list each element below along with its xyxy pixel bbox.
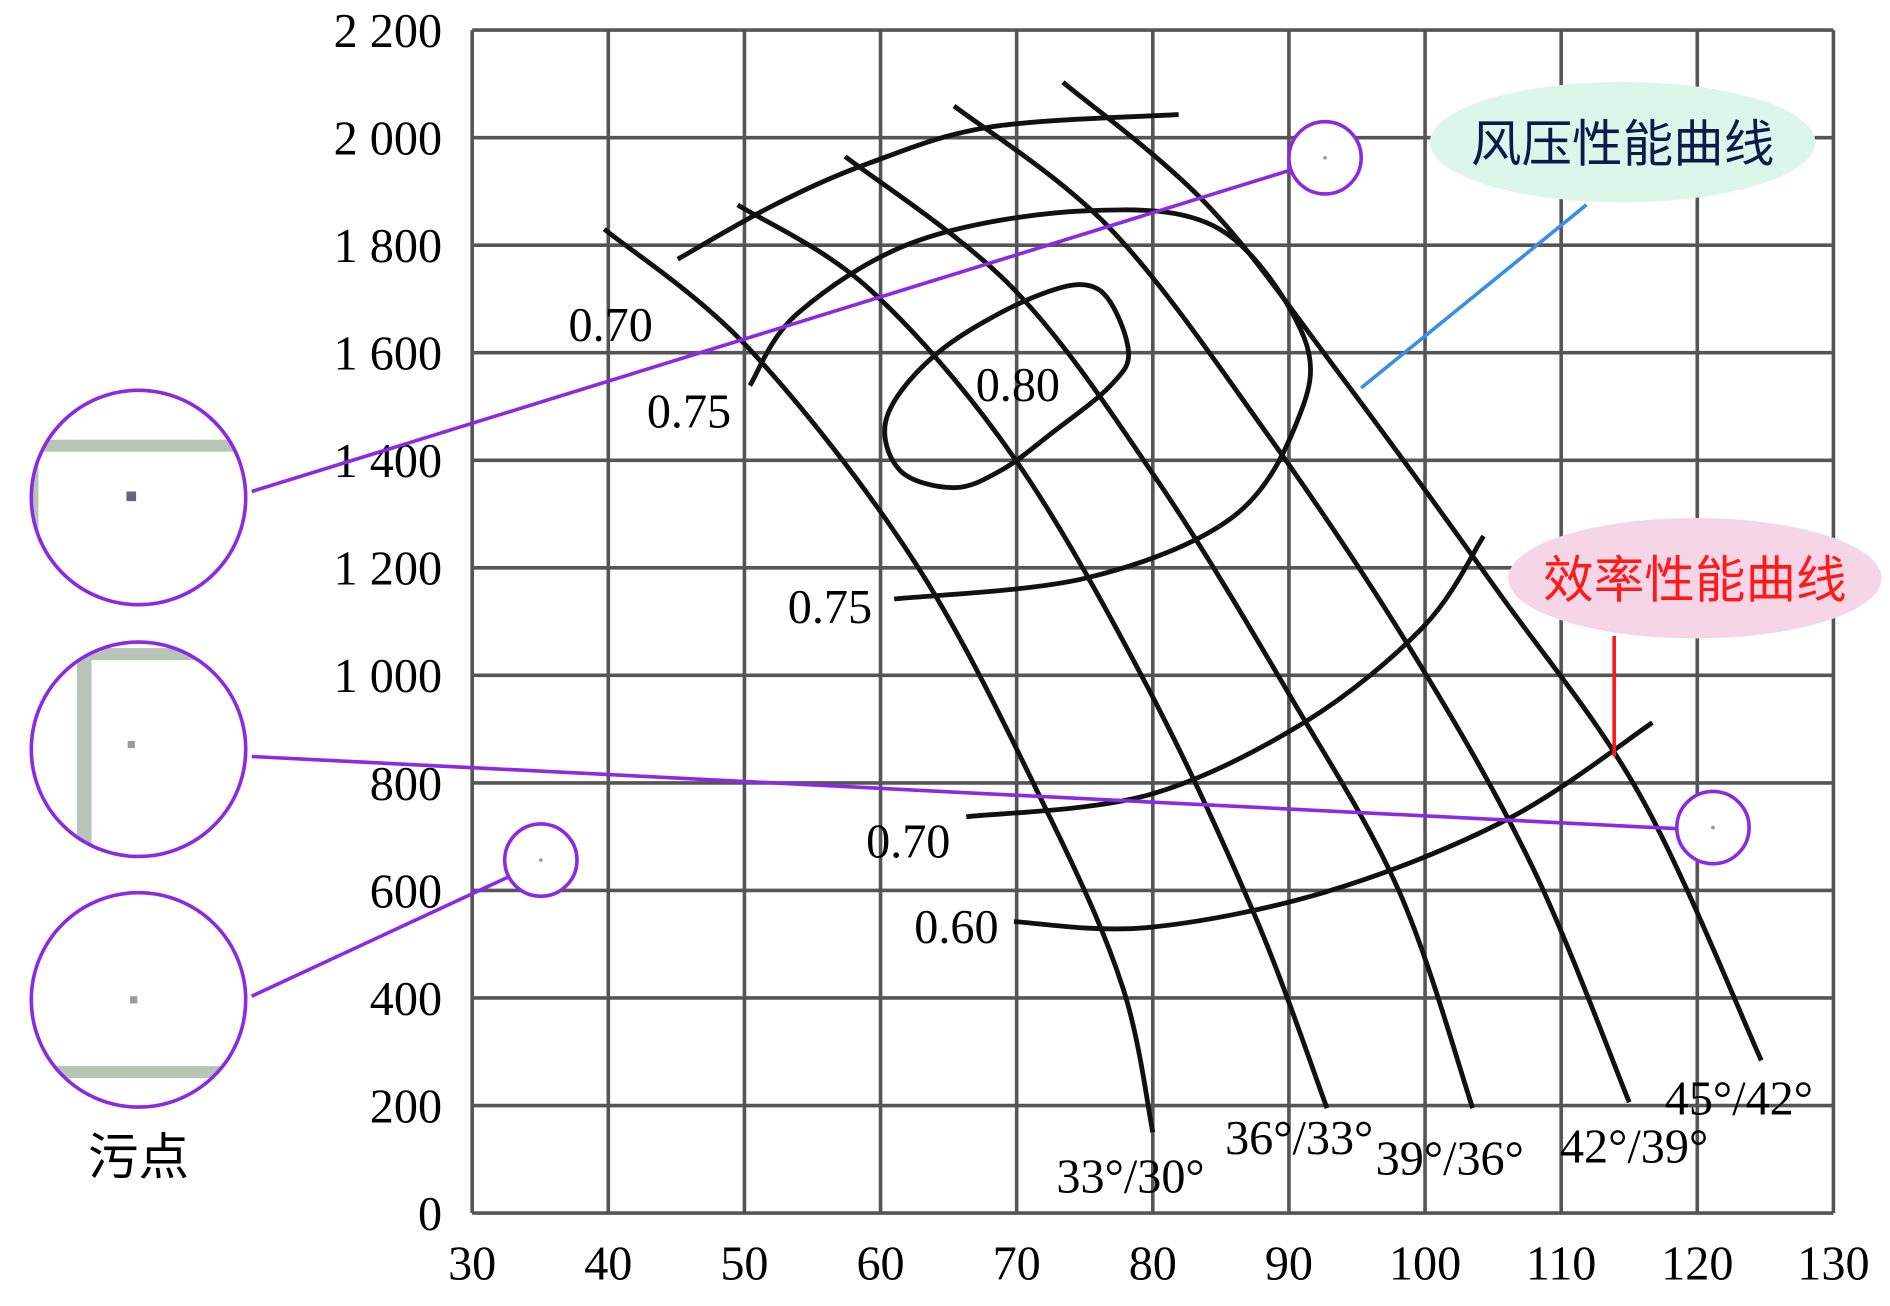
pressure-callout-bubble — [1429, 81, 1816, 203]
x-tick-label: 80 — [1129, 1237, 1177, 1290]
y-tick-label: 400 — [370, 973, 442, 1026]
efficiency-callout-text: 效率性能曲线 — [1543, 550, 1846, 609]
y-tick-label: 200 — [370, 1080, 442, 1133]
efficiency-label: 0.70 — [866, 816, 950, 869]
y-tick-label: 2 200 — [334, 5, 442, 58]
dust-label: 污点 — [88, 1128, 189, 1187]
pressure-curve-label: 42°/39° — [1560, 1120, 1708, 1173]
dust-dot — [539, 858, 543, 862]
x-tick-label: 30 — [448, 1237, 496, 1290]
x-tick-label: 110 — [1526, 1237, 1596, 1290]
y-tick-label: 2 000 — [334, 113, 442, 166]
x-tick-label: 120 — [1661, 1237, 1733, 1290]
x-tick-label: 50 — [720, 1237, 768, 1290]
y-tick-label: 1 000 — [334, 650, 442, 703]
pressure-callout-pointer — [1360, 203, 1588, 390]
magnified-view-3 — [29, 890, 248, 1109]
y-tick-label: 1 200 — [334, 543, 442, 596]
efficiency-curve — [747, 207, 1313, 602]
efficiency-label: 0.80 — [976, 359, 1060, 412]
pressure-curve — [736, 202, 1330, 1110]
efficiency-label: 0.70 — [569, 299, 653, 352]
pressure-curve — [843, 154, 1475, 1109]
pressure-callout-text: 风压性能曲线 — [1471, 114, 1774, 173]
x-tick-label: 130 — [1797, 1237, 1869, 1290]
efficiency-label: 0.75 — [788, 581, 872, 634]
y-tick-label: 1 600 — [334, 328, 442, 381]
x-tick-label: 100 — [1389, 1237, 1461, 1290]
curves — [602, 80, 1764, 1133]
pressure-curve-label: 39°/36° — [1376, 1133, 1524, 1186]
pressure-curve-label: 33°/30° — [1056, 1151, 1204, 1204]
magnified-view-2 — [29, 640, 248, 859]
dust-dot — [1323, 155, 1327, 160]
efficiency-callout-bubble — [1508, 517, 1882, 639]
y-tick-label: 0 — [418, 1188, 442, 1241]
dust-pointer-line — [251, 168, 1292, 494]
efficiency-curve — [1013, 720, 1654, 932]
magnified-view-1 — [29, 388, 248, 607]
x-tick-label: 90 — [1265, 1237, 1313, 1290]
x-tick-label: 60 — [856, 1237, 904, 1290]
dust-dot — [1711, 825, 1715, 830]
pressure-curve — [1061, 80, 1764, 1062]
efficiency-curve — [882, 282, 1132, 491]
dust-pointer-line — [251, 754, 1680, 831]
y-tick-label: 1 800 — [334, 220, 442, 273]
x-tick-label: 70 — [993, 1237, 1041, 1290]
x-tick-label: 40 — [584, 1237, 632, 1290]
pressure-curve — [952, 104, 1632, 1104]
efficiency-label: 0.60 — [914, 901, 998, 954]
efficiency-label: 0.75 — [647, 386, 731, 439]
pressure-curve-label: 36°/33° — [1225, 1112, 1373, 1165]
x-axis-ticks: 30 40 50 60 70 80 90 100 110 120 130 — [448, 1237, 1869, 1290]
y-tick-label: 600 — [370, 865, 442, 918]
dust-pointer-line — [250, 875, 510, 998]
pressure-curve-label: 45°/42° — [1665, 1072, 1813, 1125]
efficiency-curve — [966, 534, 1486, 820]
envelope-curve — [676, 112, 1179, 262]
